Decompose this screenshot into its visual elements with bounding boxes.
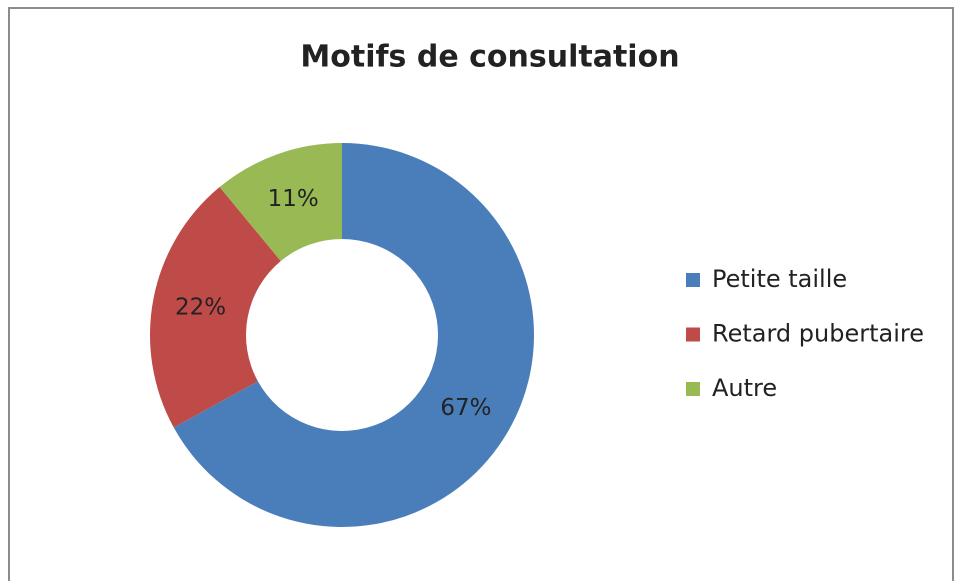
legend-swatch (686, 382, 700, 396)
legend-label: Autre (712, 374, 777, 402)
data-label: 11% (268, 186, 319, 212)
legend-label: Petite taille (712, 265, 847, 293)
slice (173, 143, 535, 527)
legend-swatch (686, 273, 700, 287)
legend-swatch (686, 327, 700, 342)
slice (219, 143, 342, 262)
chart-title: Motifs de consultation (300, 40, 679, 75)
legend-label: Retard pubertaire (712, 320, 924, 348)
data-label: 22% (175, 295, 226, 321)
data-label: 67% (440, 395, 491, 421)
slice (150, 187, 281, 428)
